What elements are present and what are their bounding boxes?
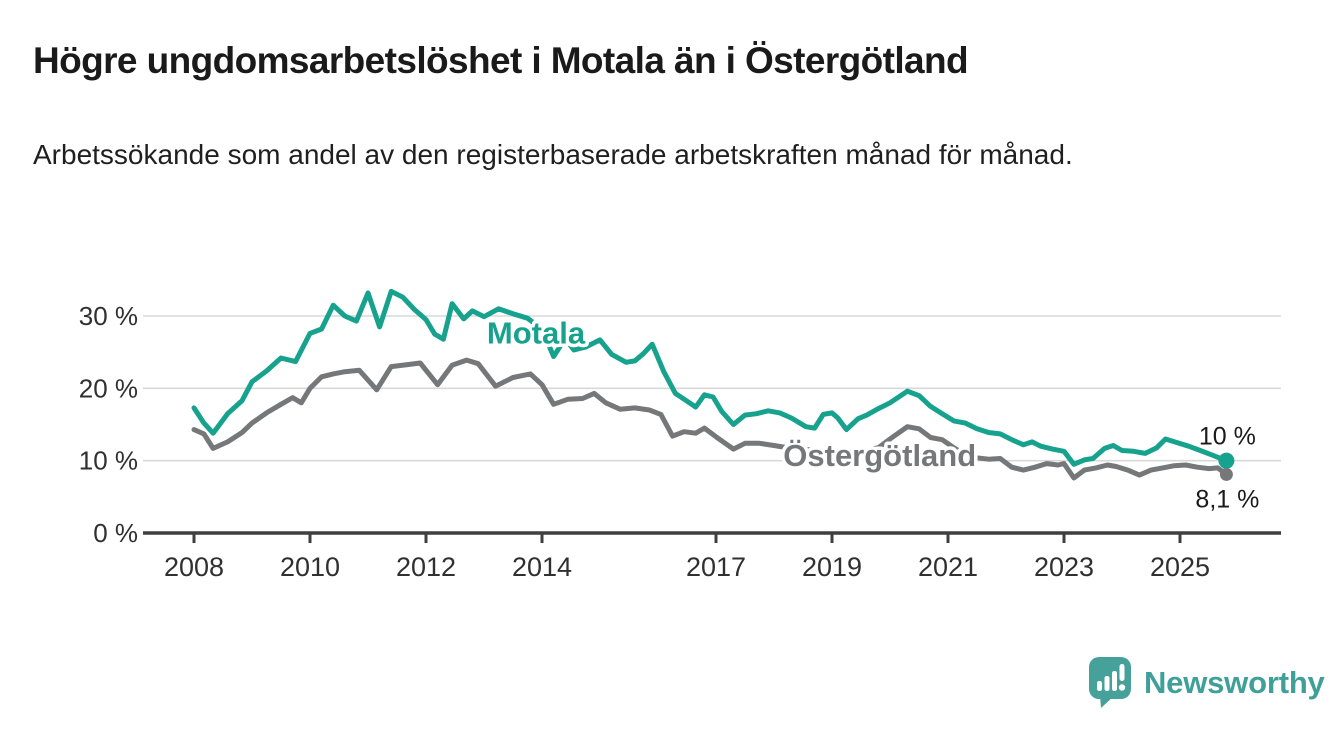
- ostergotland-end-dot: [1219, 467, 1233, 481]
- newsworthy-logo: Newsworthy: [1088, 656, 1325, 709]
- motala-line: [191, 288, 1229, 467]
- newsworthy-logo-icon: [1089, 657, 1131, 708]
- unemployment-line-chart: 2008 2010 2012 2014 2017 2019 2021 2023 2025 0 % 1…: [79, 288, 1281, 582]
- y-tick-label: 20 %: [79, 373, 138, 403]
- newsworthy-logo-text: Newsworthy: [1144, 664, 1325, 700]
- motala-end-value-label: 10 %: [1199, 423, 1256, 451]
- x-tick-label: 2023: [1034, 552, 1094, 582]
- ostergotland-series-label: Östergötland: [783, 438, 976, 473]
- motala-end-dot: [1218, 452, 1235, 469]
- page-subtitle: Arbetssökande som andel av den registerb…: [33, 139, 1073, 170]
- ostergotland-line: [191, 357, 1229, 481]
- x-tick-label: 2019: [802, 552, 862, 582]
- y-tick-label: 10 %: [79, 446, 138, 476]
- ostergotland-end-value-label: 8,1 %: [1195, 485, 1259, 513]
- x-tick-label: 2017: [686, 552, 746, 582]
- motala-series-label: Motala: [487, 315, 586, 350]
- page-title: Högre ungdomsarbetslöshet i Motala än i …: [33, 40, 969, 81]
- x-tick-label: 2021: [918, 552, 978, 582]
- y-tick-label: 0 %: [93, 518, 138, 548]
- x-tick-label: 2010: [280, 552, 340, 582]
- x-tick-label: 2025: [1150, 552, 1210, 582]
- y-tick-label: 30 %: [79, 301, 138, 331]
- x-tick-label: 2014: [512, 552, 572, 582]
- x-tick-label: 2012: [396, 552, 456, 582]
- x-tick-label: 2008: [164, 552, 224, 582]
